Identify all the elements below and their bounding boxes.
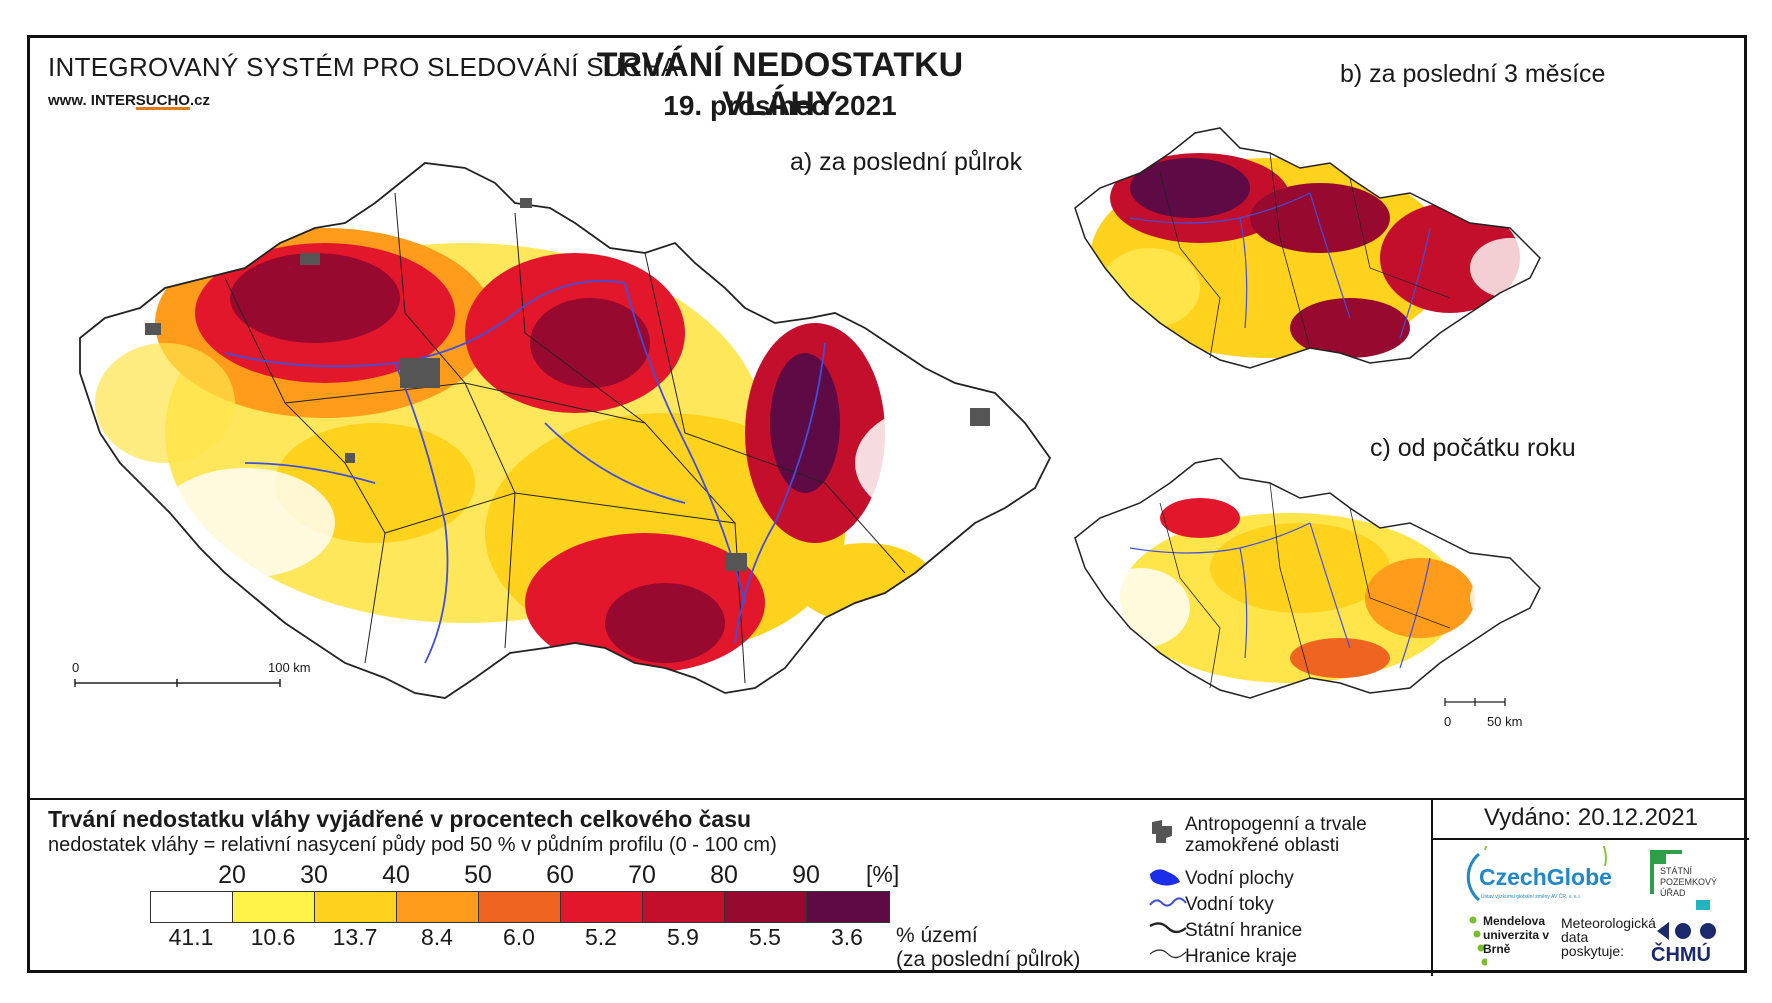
percent-territory-value: 13.7	[332, 924, 378, 950]
system-title: INTEGROVANÝ SYSTÉM PRO SLEDOVÁNÍ SUCHA	[48, 52, 679, 82]
region-border-icon	[1149, 949, 1187, 959]
spu-logo: STÁTNÍ POZEMKOVÝ ÚŘAD	[1648, 848, 1728, 918]
issued-and-logos: Vydáno: 20.12.2021 CzechGlobe Ústav výzk…	[1431, 798, 1749, 976]
scale-bar-a	[74, 679, 281, 687]
color-scale-cell	[315, 892, 397, 922]
map-c	[1074, 458, 1541, 706]
scale-c-start: 0	[1444, 714, 1452, 729]
issued-date: Vydáno: 20.12.2021	[1433, 798, 1749, 840]
website-link[interactable]: www. INTERSUCHO.cz	[48, 92, 210, 109]
percent-territory-value: 8.4	[421, 924, 453, 950]
color-scale-cell	[479, 892, 561, 922]
scale-a-end: 100 km	[268, 660, 311, 675]
scale-bar-c	[1444, 698, 1506, 706]
percent-territory-value: 5.9	[667, 924, 699, 950]
color-scale-tick: 50	[464, 861, 492, 889]
legend-urban-label: Antropogenní a trvale zamokřené oblasti	[1185, 814, 1367, 856]
color-scale-cell	[397, 892, 479, 922]
meteo-data-text: Meteorologická data poskytuje:	[1561, 915, 1656, 959]
map-a-title: a) za poslední půlrok	[790, 148, 1023, 176]
chmu-symbol-icon	[1657, 922, 1716, 940]
scale-c-end: 50 km	[1487, 714, 1523, 729]
map-b	[1074, 127, 1541, 369]
czechglobe-logo: CzechGlobe Ústav výzkumu globální změny …	[1465, 846, 1613, 908]
percent-territory-value: 3.6	[831, 924, 863, 950]
czechglobe-subtext: Ústav výzkumu globální změny AV ČR, v. v…	[1481, 894, 1582, 900]
urban-area-icon	[1152, 820, 1172, 843]
mendel-logo: Mendelova univerzita v Brně	[1467, 914, 1549, 974]
percent-territory-value: 10.6	[250, 924, 296, 950]
czechglobe-text: CzechGlobe	[1479, 864, 1612, 890]
river-icon	[1149, 897, 1187, 907]
map-b-title: b) za poslední 3 měsíce	[1340, 60, 1606, 88]
percent-caption-period: (za poslední půlrok)	[896, 948, 1081, 971]
map-c-title: c) od počátku roku	[1370, 434, 1576, 462]
legend-subtitle: nedostatek vláhy = relativní nasycení pů…	[48, 834, 777, 856]
percent-territory-value: 5.5	[749, 924, 781, 950]
legend-title: Trvání nedostatku vláhy vyjádřené v proc…	[48, 806, 752, 832]
legend-divider	[30, 798, 1744, 800]
color-scale-cell	[561, 892, 643, 922]
color-scale-tick: 90	[792, 861, 820, 889]
legend-unit: [%]	[866, 861, 900, 887]
color-scale-cell	[725, 892, 807, 922]
website-prefix: www. INTER	[48, 92, 136, 109]
chmu-logo-text: ČHMÚ	[1651, 944, 1711, 966]
legend-region-border-label: Hranice kraje	[1185, 946, 1297, 967]
percent-territory-value: 6.0	[503, 924, 535, 950]
color-scale-tick: 80	[710, 861, 738, 889]
color-scale-tick: 60	[546, 861, 574, 889]
map-a	[74, 162, 1052, 699]
legend-rivers-label: Vodní toky	[1185, 894, 1274, 915]
percent-caption: % území	[896, 924, 978, 947]
spu-text: STÁTNÍ POZEMKOVÝ ÚŘAD	[1660, 866, 1718, 898]
percent-territory-value: 41.1	[168, 924, 214, 950]
color-scale-bar	[150, 891, 890, 923]
color-scale-tick: 40	[382, 861, 410, 889]
main-date: 19. prosinec 2021	[663, 90, 897, 121]
scale-a-start: 0	[72, 660, 80, 675]
color-scale-cell	[233, 892, 315, 922]
color-scale-cell	[807, 892, 889, 922]
color-scale-tick: 30	[300, 861, 328, 889]
color-scale-tick: 20	[218, 861, 246, 889]
website-brand: SUCHO	[135, 92, 190, 109]
mendel-text: Mendelova univerzita v Brně	[1483, 914, 1550, 956]
main-title: TRVÁNÍ NEDOSTATKU VLÁHY	[596, 46, 964, 123]
color-scale-tick: 70	[628, 861, 656, 889]
map-sheet: INTEGROVANÝ SYSTÉM PRO SLEDOVÁNÍ SUCHA w…	[27, 35, 1749, 976]
water-body-icon	[1150, 869, 1180, 886]
website-suffix: .cz	[189, 92, 210, 109]
color-scale-cell	[643, 892, 725, 922]
state-border-icon	[1149, 922, 1187, 934]
percent-territory-value: 5.2	[585, 924, 617, 950]
legend-state-border-label: Státní hranice	[1185, 920, 1303, 941]
legend-water-bodies-label: Vodní plochy	[1185, 868, 1294, 889]
color-scale-cell	[151, 892, 233, 922]
